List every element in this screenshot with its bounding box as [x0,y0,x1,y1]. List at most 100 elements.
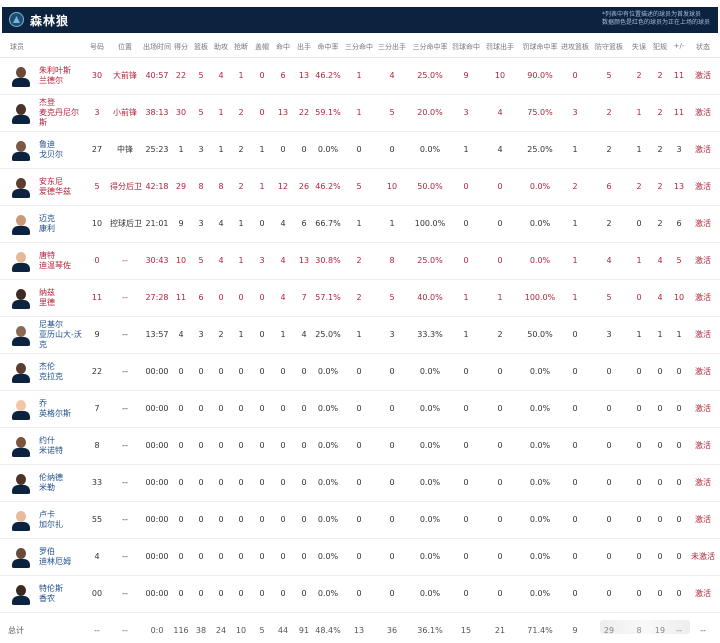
table-row[interactable]: 安东尼 爱德华兹 5 得分后卫 42:18 29 8 8 2 1 12 26 46.2% 5 10 50.0%… [0,168,720,206]
cell-pos: -- [122,293,128,302]
cell-ftp: 0.0% [529,589,551,598]
cell-fgp: 46.2% [315,71,341,80]
cell-pf: 1 [657,330,663,339]
cell-status[interactable]: 激活 [695,589,711,598]
cell-ftp: 100.0% [524,293,556,302]
legend-note: *列表中有位置描述的球员为首发球员 数据颜色是红色的球员为正在上场的球员 [602,11,710,27]
table-row[interactable]: 乔英格尔斯 7 -- 00:00 0 0 0 0 0 0 0 0.0% 0 0 0.0% 0 0 0.0% 0 0 0 0… [0,390,720,428]
table-row[interactable]: 迈克 康利 10 控球后卫 21:01 9 3 4 1 0 4 6 66.7% 1 1 100.0% 0 0 0.0… [0,205,720,243]
cell-fgm: 0 [280,367,286,376]
timberwolves-logo-icon [9,12,24,27]
cell-to: 1 [636,145,642,154]
cell-pos: 控球后卫 [110,219,142,228]
player-name[interactable]: 纳兹 里德 [39,279,55,316]
cell-ftm: 0 [463,589,469,598]
cell-status[interactable]: 激活 [695,367,711,376]
table-row[interactable]: 纳兹 里德 11 -- 27:28 11 6 0 0 0 4 7 57.1% 2 5 40.0% 1 1 100.0… [0,279,720,317]
player-name[interactable]: 乔英格尔斯 [39,390,71,427]
cell-status[interactable]: 激活 [695,145,711,154]
cell-oreb: 0 [572,441,578,450]
total-min: 0:0 [150,626,164,635]
cell-num: 8 [94,441,100,450]
table-row[interactable]: 卢卡 加尔扎 55 -- 00:00 0 0 0 0 0 0 0 0.0% 0 0 0.0% 0 0 0.0% 0 0 0… [0,501,720,539]
avatar-head [16,548,26,559]
avatar-head [16,178,26,189]
table-row[interactable]: 尼基尔 亚历山大-沃克 9 -- 13:57 4 3 2 1 0 1 4 25.0% 1 3 33.3% 1 2 5… [0,316,720,354]
cell-ast: 0 [218,552,224,561]
column-header: 助攻 [214,43,228,51]
cell-pm: 11 [673,71,685,80]
cell-pf: 0 [657,515,663,524]
cell-num: 27 [91,145,103,154]
cell-pf: 0 [657,552,663,561]
cell-oreb: 0 [572,478,578,487]
player-name[interactable]: 伦纳德 米勒 [39,464,63,501]
cell-status[interactable]: 激活 [695,219,711,228]
total-to: 8 [636,626,642,635]
cell-pm: 0 [676,404,682,413]
cell-reb: 0 [198,441,204,450]
player-name[interactable]: 杰登 麦克丹尼尔斯 [39,94,79,131]
table-row[interactable]: 杰伦 克拉克 22 -- 00:00 0 0 0 0 0 0 0 0.0% 0 0 0.0% 0 0 0.0% 0 0 0… [0,353,720,391]
total-fta: 21 [494,626,506,635]
cell-oreb: 0 [572,552,578,561]
cell-pos: -- [122,330,128,339]
cell-fgm: 0 [280,404,286,413]
table-row[interactable]: 鲁迪 戈贝尔 27 中锋 25:23 1 3 1 2 1 0 0 0.0% 0 0 0.0% 1 4 25.0% 1 2… [0,131,720,169]
table-row[interactable]: 特伦斯 香农 00 -- 00:00 0 0 0 0 0 0 0 0.0% 0 0 0.0% 0 0 0.0% 0 0 0… [0,575,720,613]
player-name[interactable]: 朱利叶斯 兰德尔 [39,57,71,94]
cell-status[interactable]: 激活 [695,330,711,339]
cell-status[interactable]: 激活 [695,441,711,450]
cell-status[interactable]: 激活 [695,404,711,413]
table-row[interactable]: 朱利叶斯 兰德尔 30 大前锋 40:57 22 5 4 1 0 6 13 46.2% 1 4 25.0% 9 1… [0,57,720,95]
cell-pos: 得分后卫 [110,182,142,191]
cell-min: 21:01 [145,219,169,228]
player-name-line: 亚历山大-沃 [39,329,82,339]
table-row[interactable]: 伦纳德 米勒 33 -- 00:00 0 0 0 0 0 0 0 0.0% 0 0 0.0% 0 0 0.0% 0 0 0… [0,464,720,502]
table-row[interactable]: 杰登 麦克丹尼尔斯 3 小前锋 38:13 30 5 1 2 0 13 22 59.1% 1 5 20.0% 3… [0,94,720,132]
cell-fga: 7 [301,293,307,302]
cell-status[interactable]: 激活 [695,293,711,302]
table-row[interactable]: 罗伯 迪林厄姆 4 -- 00:00 0 0 0 0 0 0 0 0.0% 0 0 0.0% 0 0 0.0% 0 0 0… [0,538,720,576]
table-row[interactable]: 唐特 迪温琴佐 0 -- 30:43 10 5 4 1 3 4 13 30.8% 2 8 25.0% 0 0 0.0… [0,242,720,280]
cell-pm: 5 [676,256,682,265]
player-name[interactable]: 迈克 康利 [39,205,55,242]
cell-fta: 1 [497,293,503,302]
player-name[interactable]: 约什 米诺特 [39,427,63,464]
cell-status[interactable]: 激活 [695,256,711,265]
cell-ftp: 0.0% [529,404,551,413]
player-avatar [11,102,31,124]
cell-dreb: 2 [606,145,612,154]
table-row[interactable]: 约什 米诺特 8 -- 00:00 0 0 0 0 0 0 0 0.0% 0 0 0.0% 0 0 0.0% 0 0 0 0… [0,427,720,465]
totals-label: 总计 [8,626,24,635]
player-name[interactable]: 卢卡 加尔扎 [39,501,63,538]
player-name[interactable]: 鲁迪 戈贝尔 [39,131,63,168]
cell-reb: 0 [198,367,204,376]
column-header: 命中率 [317,43,339,51]
cell-status[interactable]: 激活 [695,515,711,524]
cell-status[interactable]: 未激活 [691,552,715,561]
player-name[interactable]: 安东尼 爱德华兹 [39,168,71,205]
player-name[interactable]: 尼基尔 亚历山大-沃克 [39,316,82,353]
cell-status[interactable]: 激活 [695,182,711,191]
player-name[interactable]: 特伦斯 香农 [39,575,63,612]
avatar-jersey [12,300,30,309]
column-header: 出手 [297,43,311,51]
player-name[interactable]: 杰伦 克拉克 [39,353,63,390]
cell-reb: 3 [198,219,204,228]
cell-fta: 0 [497,256,503,265]
column-header: 进攻篮板 [561,43,589,51]
cell-ftm: 0 [463,256,469,265]
cell-fta: 0 [497,219,503,228]
cell-status[interactable]: 激活 [695,71,711,80]
player-name[interactable]: 唐特 迪温琴佐 [39,242,71,279]
cell-num: 30 [91,71,103,80]
cell-pts: 29 [175,182,187,191]
cell-pf: 0 [657,441,663,450]
cell-to: 2 [636,182,642,191]
cell-status[interactable]: 激活 [695,108,711,117]
cell-status[interactable]: 激活 [695,478,711,487]
cell-ast: 1 [218,108,224,117]
cell-ast: 0 [218,589,224,598]
player-name[interactable]: 罗伯 迪林厄姆 [39,538,71,575]
